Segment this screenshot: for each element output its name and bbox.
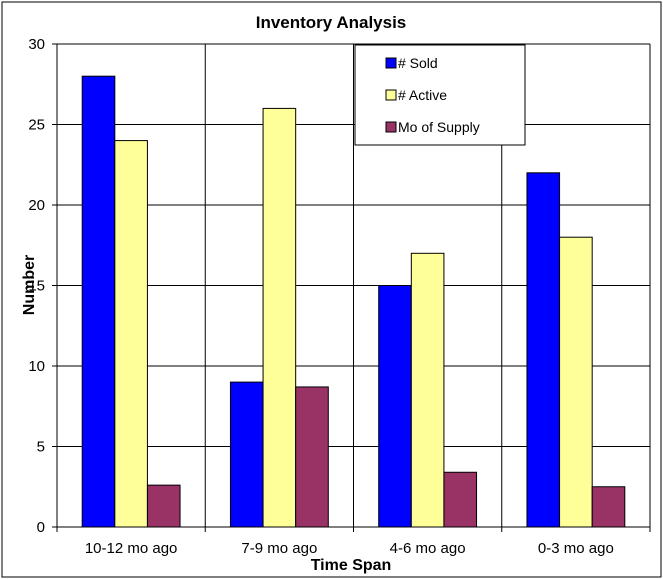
legend-label: Mo of Supply xyxy=(398,119,480,135)
legend-items: # Sold # Active Mo of Supply xyxy=(385,55,480,135)
legend-label: # Sold xyxy=(398,55,438,71)
x-tick-label: 7-9 mo ago xyxy=(241,540,317,557)
legend-swatch xyxy=(385,57,397,69)
bar xyxy=(114,140,148,528)
bar xyxy=(378,285,412,528)
legend-swatch xyxy=(385,89,397,101)
bar xyxy=(591,486,626,528)
legend: # Sold # Active Mo of Supply xyxy=(354,44,526,146)
legend-box xyxy=(354,44,526,146)
bars-layer xyxy=(81,75,626,528)
y-tick-label: 30 xyxy=(28,36,45,53)
y-tick-label: 15 xyxy=(28,278,45,295)
y-tick-label: 0 xyxy=(37,519,45,536)
x-tick-label: 10-12 mo ago xyxy=(85,540,178,557)
y-axis-title: Number xyxy=(21,255,38,315)
y-tick-label: 20 xyxy=(28,197,45,214)
axis-layer: 0 5 10 15 20 25 30 10-12 mo ago 7-9 mo ago 4-6 mo… xyxy=(28,36,651,557)
y-tick-label: 5 xyxy=(37,439,45,456)
chart-title: Inventory Analysis xyxy=(256,13,407,32)
legend-label: # Active xyxy=(398,87,447,103)
bar xyxy=(81,75,116,528)
bar xyxy=(559,236,593,528)
y-tick-label: 10 xyxy=(28,358,45,375)
bar xyxy=(526,172,561,528)
y-tick-label: 25 xyxy=(28,117,45,134)
bar xyxy=(443,471,478,528)
bar xyxy=(410,252,445,528)
bar xyxy=(146,484,181,528)
bar xyxy=(229,381,264,528)
legend-swatch xyxy=(385,121,397,133)
x-tick-label: 0-3 mo ago xyxy=(538,540,614,557)
bar xyxy=(295,386,329,528)
x-tick-label: 4-6 mo ago xyxy=(390,540,466,557)
x-axis-title: Time Span xyxy=(311,557,392,574)
bar xyxy=(262,107,297,528)
